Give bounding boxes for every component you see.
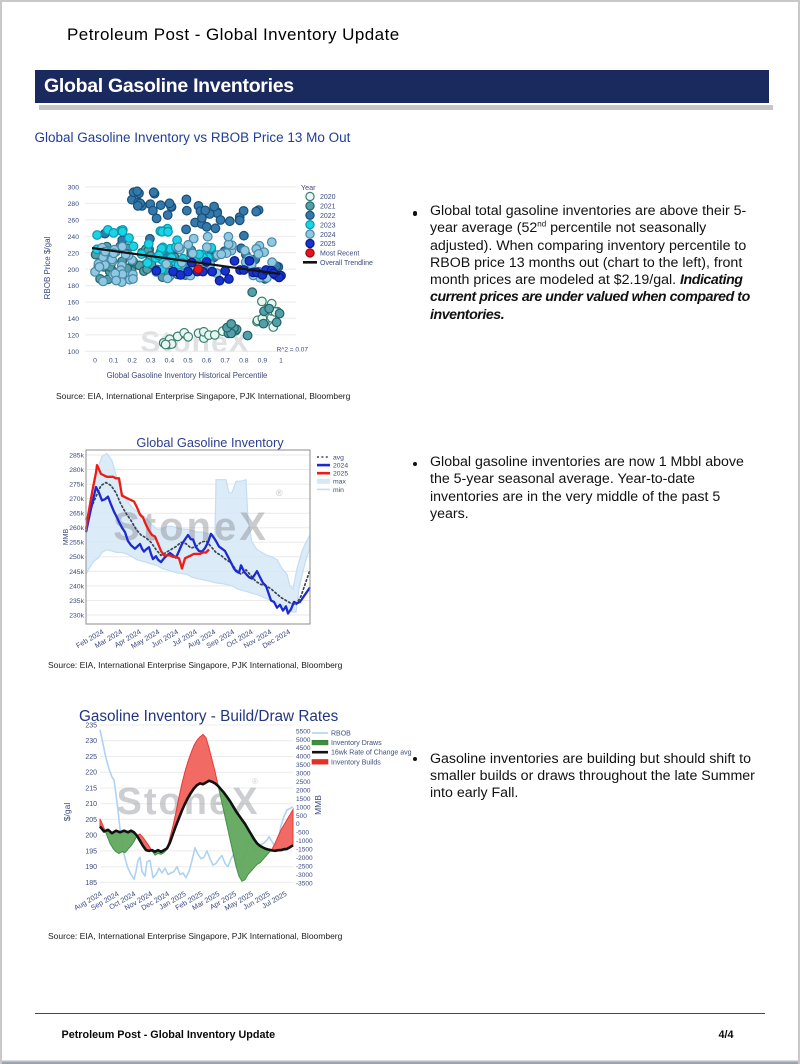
svg-text:235: 235 <box>85 723 97 730</box>
svg-text:4000: 4000 <box>296 754 311 761</box>
svg-text:MMB: MMB <box>63 529 70 546</box>
svg-text:max: max <box>333 479 346 486</box>
svg-text:®: ® <box>252 777 258 786</box>
svg-text:225: 225 <box>85 754 97 761</box>
svg-text:245k: 245k <box>69 569 84 576</box>
svg-text:235k: 235k <box>69 598 84 605</box>
svg-text:500: 500 <box>296 813 307 820</box>
svg-text:180: 180 <box>68 283 80 290</box>
svg-text:Overall Trendline: Overall Trendline <box>320 260 373 267</box>
svg-text:0.7: 0.7 <box>220 358 230 365</box>
svg-text:0.5: 0.5 <box>183 358 193 365</box>
svg-text:-3500: -3500 <box>296 880 313 887</box>
svg-text:205: 205 <box>85 817 97 824</box>
svg-text:195: 195 <box>85 848 97 855</box>
svg-text:185: 185 <box>85 880 97 887</box>
svg-text:2023: 2023 <box>320 222 336 229</box>
svg-text:Most Recent: Most Recent <box>320 251 359 258</box>
svg-text:Inventory Draws: Inventory Draws <box>331 740 382 747</box>
svg-text:0.6: 0.6 <box>202 358 212 365</box>
svg-text:0.4: 0.4 <box>165 358 175 365</box>
svg-text:215: 215 <box>85 786 97 793</box>
svg-text:-2000: -2000 <box>296 855 313 862</box>
svg-text:210: 210 <box>85 801 97 808</box>
svg-text:Year: Year <box>301 183 316 192</box>
svg-text:2020: 2020 <box>320 194 336 201</box>
svg-text:2021: 2021 <box>320 204 336 211</box>
svg-text:2000: 2000 <box>296 787 311 794</box>
svg-text:R^2 = 0.07: R^2 = 0.07 <box>277 347 309 354</box>
svg-text:0: 0 <box>296 821 300 828</box>
svg-text:$/gal: $/gal <box>62 803 72 822</box>
svg-text:120: 120 <box>68 333 80 340</box>
svg-text:2025: 2025 <box>333 471 348 478</box>
svg-text:-1000: -1000 <box>296 838 313 845</box>
svg-text:Global Gasoline Inventory: Global Gasoline Inventory <box>136 435 284 450</box>
svg-text:MMB: MMB <box>313 795 323 815</box>
svg-text:230: 230 <box>85 738 97 745</box>
svg-text:230k: 230k <box>69 612 84 619</box>
svg-text:2024: 2024 <box>333 463 348 470</box>
svg-text:100: 100 <box>68 349 80 356</box>
svg-text:220: 220 <box>85 770 97 777</box>
svg-text:2025: 2025 <box>320 241 336 248</box>
svg-text:0.8: 0.8 <box>239 358 249 365</box>
svg-text:140: 140 <box>68 316 80 323</box>
svg-text:220: 220 <box>68 250 80 257</box>
svg-text:250k: 250k <box>69 554 84 561</box>
svg-text:200: 200 <box>68 267 80 274</box>
svg-text:270k: 270k <box>69 496 84 503</box>
svg-text:240k: 240k <box>69 583 84 590</box>
svg-text:-1500: -1500 <box>296 847 313 854</box>
svg-text:260: 260 <box>68 218 80 225</box>
svg-text:5500: 5500 <box>296 728 311 735</box>
svg-text:1000: 1000 <box>296 804 311 811</box>
svg-text:0.3: 0.3 <box>146 358 156 365</box>
svg-text:160: 160 <box>68 300 80 307</box>
svg-text:-3000: -3000 <box>296 872 313 879</box>
svg-text:1500: 1500 <box>296 796 311 803</box>
svg-text:2500: 2500 <box>296 779 311 786</box>
svg-text:RBOB: RBOB <box>331 731 351 738</box>
svg-text:200: 200 <box>85 833 97 840</box>
svg-text:RBOB Price $/gal: RBOB Price $/gal <box>43 236 52 299</box>
svg-text:2022: 2022 <box>320 213 336 220</box>
svg-text:5000: 5000 <box>296 737 311 744</box>
svg-text:280: 280 <box>68 201 80 208</box>
svg-text:Inventory Builds: Inventory Builds <box>331 759 381 766</box>
svg-text:®: ® <box>276 488 283 498</box>
svg-text:2024: 2024 <box>320 232 336 239</box>
svg-text:0.9: 0.9 <box>258 358 268 365</box>
svg-text:240: 240 <box>68 234 80 241</box>
svg-text:min: min <box>333 487 344 494</box>
svg-text:0.1: 0.1 <box>109 358 119 365</box>
svg-text:avg: avg <box>333 454 344 461</box>
svg-text:255k: 255k <box>69 540 84 547</box>
svg-text:3500: 3500 <box>296 762 311 769</box>
svg-text:0: 0 <box>93 358 97 365</box>
svg-text:Gasoline Inventory - Build/Dra: Gasoline Inventory - Build/Draw Rates <box>79 708 339 725</box>
svg-text:-2500: -2500 <box>296 863 313 870</box>
svg-text:300: 300 <box>68 185 80 192</box>
svg-text:265k: 265k <box>69 511 84 518</box>
svg-text:280k: 280k <box>69 467 84 474</box>
svg-text:-500: -500 <box>296 830 309 837</box>
svg-text:3000: 3000 <box>296 771 311 778</box>
svg-text:285k: 285k <box>69 452 84 459</box>
svg-text:260k: 260k <box>69 525 84 532</box>
svg-text:0.2: 0.2 <box>127 358 137 365</box>
svg-text:4500: 4500 <box>296 745 311 752</box>
svg-text:Global Gasoline Inventory Hist: Global Gasoline Inventory Historical Per… <box>107 371 268 380</box>
svg-text:16wk Rate of Change avg: 16wk Rate of Change avg <box>331 750 412 757</box>
svg-text:190: 190 <box>85 864 97 871</box>
svg-text:1: 1 <box>279 358 283 365</box>
svg-text:275k: 275k <box>69 482 84 489</box>
